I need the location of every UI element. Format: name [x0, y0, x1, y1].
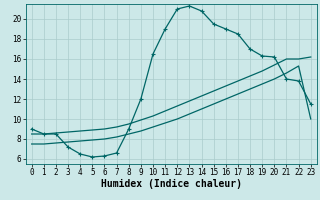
X-axis label: Humidex (Indice chaleur): Humidex (Indice chaleur) — [101, 179, 242, 189]
